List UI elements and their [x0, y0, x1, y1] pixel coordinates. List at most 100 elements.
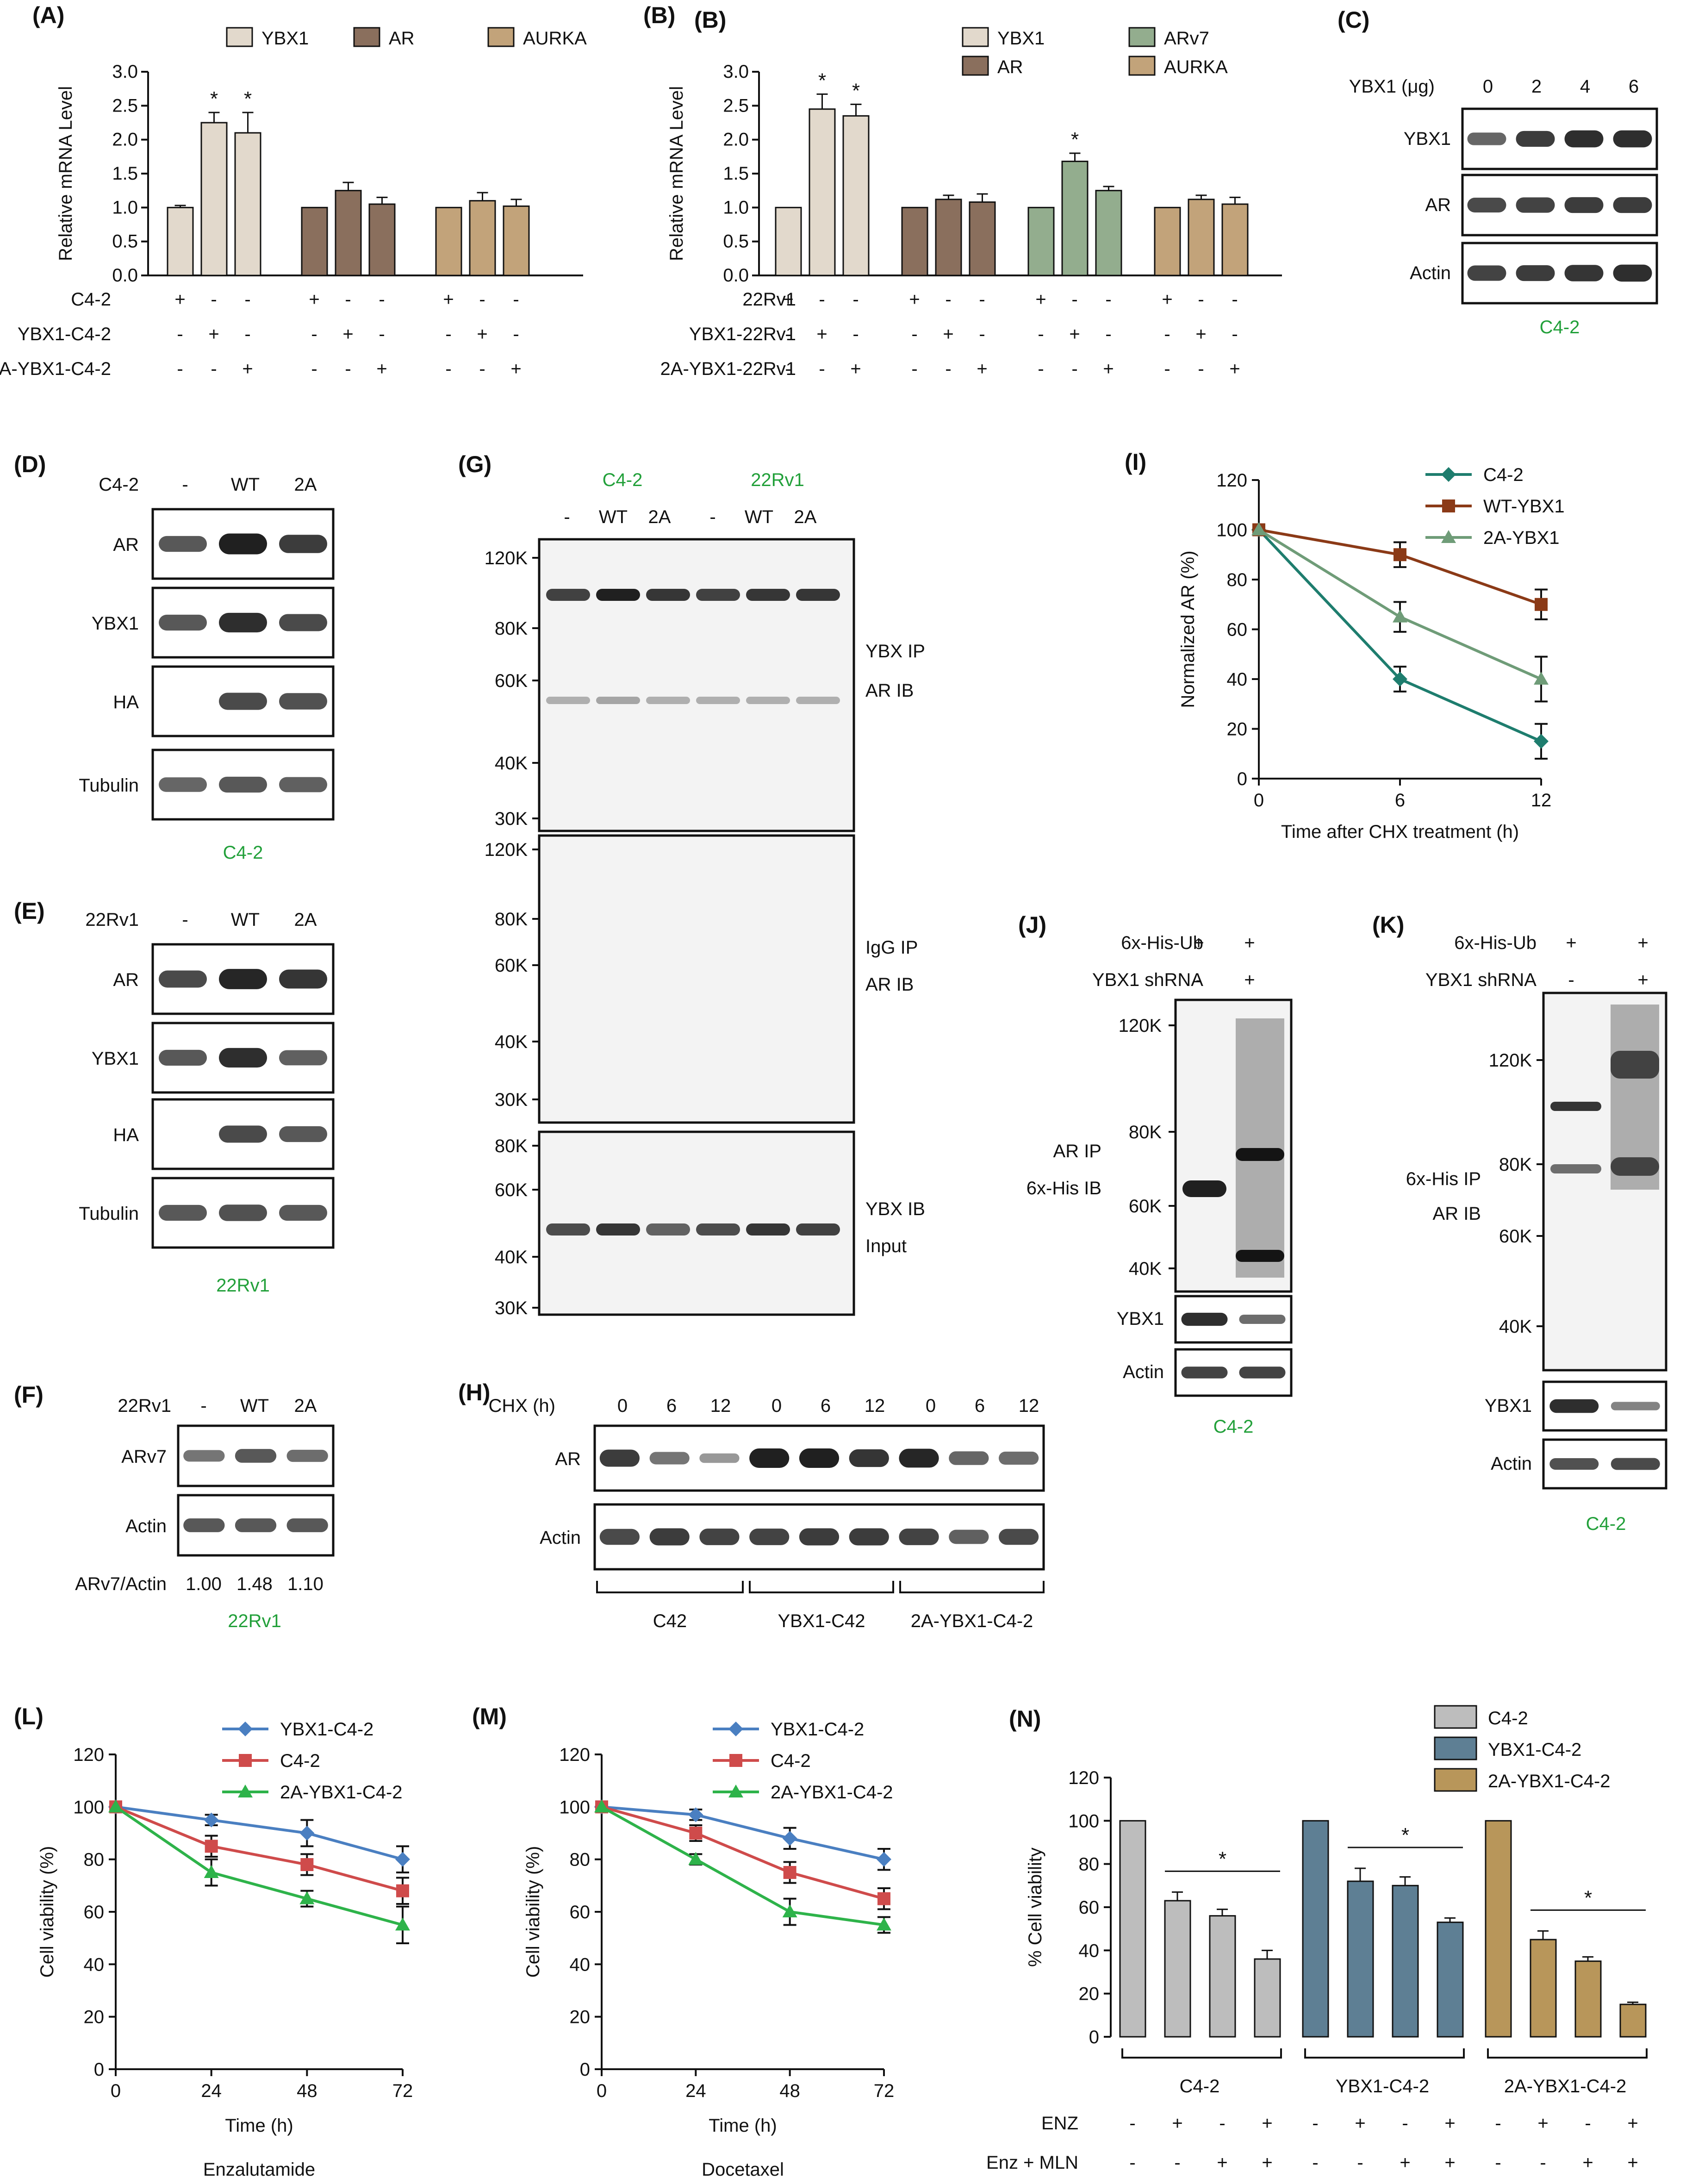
bar-N: [1254, 1958, 1281, 2038]
x-axis-label-L: Time (h): [225, 2115, 293, 2136]
blot-E-ybx1: [151, 1022, 335, 1094]
legend-label-I: 2A-YBX1: [1483, 528, 1560, 548]
band: [796, 589, 840, 601]
significance-star: *: [244, 87, 252, 110]
data-point-L: [395, 1917, 410, 1931]
blot-note-G: YBX IB: [865, 1199, 925, 1219]
sign-N: -: [1219, 2113, 1225, 2134]
mw-label-G: 60K: [495, 1180, 528, 1200]
data-point-M: [783, 1866, 796, 1879]
band: [1564, 130, 1604, 148]
band: [159, 536, 207, 552]
legend-label-A: AR: [389, 28, 415, 49]
condition-label-N: ENZ: [1041, 2113, 1078, 2134]
band: [599, 1529, 640, 1545]
y-tick-label-A: 2.0: [112, 130, 138, 150]
band: [696, 1223, 740, 1236]
sign-A: -: [177, 359, 183, 379]
lane-label-F: -: [200, 1396, 206, 1416]
group-bracket-N: [1487, 2048, 1648, 2059]
bar-N: [1437, 1922, 1464, 2038]
sign-B: -: [911, 359, 917, 379]
blot-C-ybx1: [1461, 107, 1658, 170]
legend-swatch-A: [487, 27, 515, 47]
series-line-M: [601, 1805, 884, 1927]
data-point-I: [1251, 522, 1266, 536]
lane-label-E: -: [182, 910, 188, 930]
band: [279, 1204, 327, 1221]
sign-B: +: [850, 359, 861, 379]
sign-N: +: [1172, 2113, 1182, 2134]
sign-N: +: [1627, 2113, 1638, 2134]
blot-C-ar: [1461, 174, 1658, 237]
bar-B-aurka: [1188, 199, 1215, 276]
group-bracket-H: [749, 1581, 894, 1593]
blot-F-actin: [177, 1494, 335, 1557]
blot-label-J: YBX1: [1117, 1309, 1164, 1329]
y-axis-label-I: Normalized AR (%): [1178, 550, 1198, 708]
y-tick-label-B: 3.0: [723, 62, 749, 82]
sign-B: -: [1071, 289, 1077, 310]
y-tick-label-N: 60: [1079, 1897, 1100, 1918]
band: [546, 1223, 590, 1236]
blot-J-actin: [1174, 1348, 1293, 1397]
band: [1239, 1314, 1286, 1324]
legend-marker-L: [238, 1722, 253, 1736]
bar-N: [1302, 1820, 1329, 2038]
bar-B-ar: [901, 206, 928, 276]
group-label-G: C4-2: [603, 470, 643, 490]
lane-header-D: C4-2: [99, 474, 139, 495]
x-tick-label-L: 24: [201, 2081, 222, 2101]
mw-label-G: 30K: [495, 1090, 528, 1110]
band: [596, 589, 640, 601]
panel-label-G: (G): [458, 451, 491, 477]
band: [849, 1449, 889, 1467]
sign-A: +: [376, 359, 387, 379]
band: [279, 614, 327, 631]
sign-A: -: [513, 324, 519, 344]
lane-label-C: 6: [1629, 76, 1639, 97]
y-tick-label-M: 0: [580, 2059, 590, 2080]
band: [219, 612, 267, 633]
bar-B-ar: [935, 199, 962, 276]
bar-A-aurka: [503, 205, 530, 276]
lane-label-D: WT: [231, 474, 260, 495]
band: [999, 1451, 1039, 1465]
mw-label-G: 60K: [495, 671, 528, 691]
gel-J-ubiquitin: [1174, 998, 1293, 1293]
sign-A: -: [379, 324, 385, 344]
y-tick-label-B: 0.0: [723, 265, 749, 286]
sign-K: -: [1568, 970, 1574, 990]
significance-star: *: [852, 79, 860, 102]
band: [219, 533, 267, 555]
sign-A: +: [208, 324, 219, 344]
sign-B: -: [1105, 289, 1111, 310]
blot-label-C: YBX1: [1404, 129, 1451, 149]
series-line-L: [115, 1805, 403, 1892]
band: [1181, 1367, 1228, 1379]
sign-N: +: [1627, 2153, 1638, 2173]
y-tick-label-L: 60: [84, 1902, 105, 1922]
sign-J: +: [1244, 970, 1255, 990]
blot-label-F: ARv7: [121, 1447, 167, 1467]
band: [799, 1448, 840, 1468]
cell-line-label-J: C4-2: [1213, 1416, 1254, 1437]
band: [1516, 131, 1555, 147]
sign-B: +: [1162, 289, 1172, 310]
sign-N: +: [1444, 2153, 1455, 2173]
data-point-M: [877, 1852, 891, 1867]
panel-label-J: (J): [1018, 912, 1046, 938]
x-tick-label-L: 48: [297, 2081, 317, 2101]
sign-B: -: [911, 324, 917, 344]
data-point-M: [689, 1827, 703, 1840]
sign-B: -: [1105, 324, 1111, 344]
band: [219, 776, 267, 793]
bar-B-ybx1: [775, 206, 802, 276]
group-bracket-N: [1304, 2048, 1465, 2059]
blot-label-E: YBX1: [92, 1048, 139, 1069]
data-point-I: [1534, 672, 1549, 685]
lane-label-H: 6: [666, 1396, 677, 1416]
group-label-G: 22Rv1: [751, 470, 804, 490]
band: [286, 1518, 328, 1532]
y-tick-label-L: 80: [84, 1850, 105, 1870]
